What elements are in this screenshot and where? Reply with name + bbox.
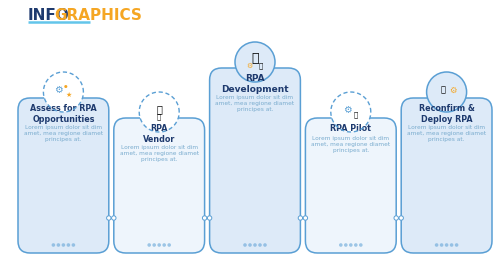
Text: ●: ● xyxy=(64,85,67,89)
Circle shape xyxy=(56,243,60,247)
Circle shape xyxy=(394,216,398,220)
Circle shape xyxy=(62,243,65,247)
Circle shape xyxy=(399,216,404,220)
Text: ★: ★ xyxy=(66,92,71,98)
FancyBboxPatch shape xyxy=(210,68,300,253)
Circle shape xyxy=(44,72,84,112)
Circle shape xyxy=(52,243,55,247)
FancyBboxPatch shape xyxy=(18,98,109,253)
Text: Lorem ipsum dolor sit dim
amet, mea regione diamet
principes at.: Lorem ipsum dolor sit dim amet, mea regi… xyxy=(120,145,199,162)
Text: 🤖: 🤖 xyxy=(157,114,162,120)
Circle shape xyxy=(72,243,75,247)
Circle shape xyxy=(331,92,371,132)
Circle shape xyxy=(235,42,275,82)
Text: 🤖: 🤖 xyxy=(252,53,259,65)
Circle shape xyxy=(243,243,247,247)
Circle shape xyxy=(298,216,302,220)
Text: INFO: INFO xyxy=(28,8,70,23)
Text: RPA
Development: RPA Development xyxy=(221,74,289,94)
Circle shape xyxy=(445,243,448,247)
Circle shape xyxy=(106,216,111,220)
Text: 🚀: 🚀 xyxy=(354,112,358,118)
Text: ⚙: ⚙ xyxy=(54,85,63,95)
Circle shape xyxy=(426,72,467,112)
Circle shape xyxy=(354,243,358,247)
Text: 🤖: 🤖 xyxy=(440,85,445,94)
Circle shape xyxy=(158,243,161,247)
Text: Assess for RPA
Opportunities: Assess for RPA Opportunities xyxy=(30,104,97,124)
Text: ⚙: ⚙ xyxy=(449,85,456,94)
Text: RPA
Vendor: RPA Vendor xyxy=(143,124,176,144)
Text: Reconfirm &
Deploy RPA: Reconfirm & Deploy RPA xyxy=(418,104,474,124)
FancyBboxPatch shape xyxy=(306,118,396,253)
Circle shape xyxy=(202,216,207,220)
Circle shape xyxy=(303,216,308,220)
Text: Lorem ipsum dolor sit dim
amet, mea regione diamet
principes at.: Lorem ipsum dolor sit dim amet, mea regi… xyxy=(407,125,486,142)
Circle shape xyxy=(440,243,444,247)
Circle shape xyxy=(349,243,352,247)
Text: Lorem ipsum dolor sit dim
amet, mea regione diamet
principes at.: Lorem ipsum dolor sit dim amet, mea regi… xyxy=(216,95,294,112)
Circle shape xyxy=(168,243,171,247)
Circle shape xyxy=(253,243,257,247)
Circle shape xyxy=(455,243,458,247)
Circle shape xyxy=(248,243,252,247)
Circle shape xyxy=(435,243,438,247)
Circle shape xyxy=(450,243,454,247)
Circle shape xyxy=(148,243,151,247)
Circle shape xyxy=(208,216,212,220)
FancyBboxPatch shape xyxy=(114,118,204,253)
FancyBboxPatch shape xyxy=(401,98,492,253)
Text: ⚙: ⚙ xyxy=(344,105,352,115)
Circle shape xyxy=(162,243,166,247)
Circle shape xyxy=(139,92,179,132)
Circle shape xyxy=(66,243,70,247)
Circle shape xyxy=(263,243,267,247)
Text: RPA Pilot: RPA Pilot xyxy=(330,124,371,133)
Circle shape xyxy=(339,243,342,247)
Circle shape xyxy=(152,243,156,247)
Circle shape xyxy=(258,243,262,247)
Circle shape xyxy=(359,243,362,247)
Text: ⚙: ⚙ xyxy=(246,63,252,69)
Circle shape xyxy=(112,216,116,220)
Circle shape xyxy=(344,243,348,247)
Text: GRAPHICS: GRAPHICS xyxy=(54,8,142,23)
Text: Lorem ipsum dolor sit dim
amet, mea regione diamet
principes at.: Lorem ipsum dolor sit dim amet, mea regi… xyxy=(311,136,390,153)
Text: 🔧: 🔧 xyxy=(259,63,263,69)
Text: 🔧: 🔧 xyxy=(156,104,162,114)
Text: Lorem ipsum dolor sit dim
amet, mea regione diamet
principes at.: Lorem ipsum dolor sit dim amet, mea regi… xyxy=(24,125,103,142)
